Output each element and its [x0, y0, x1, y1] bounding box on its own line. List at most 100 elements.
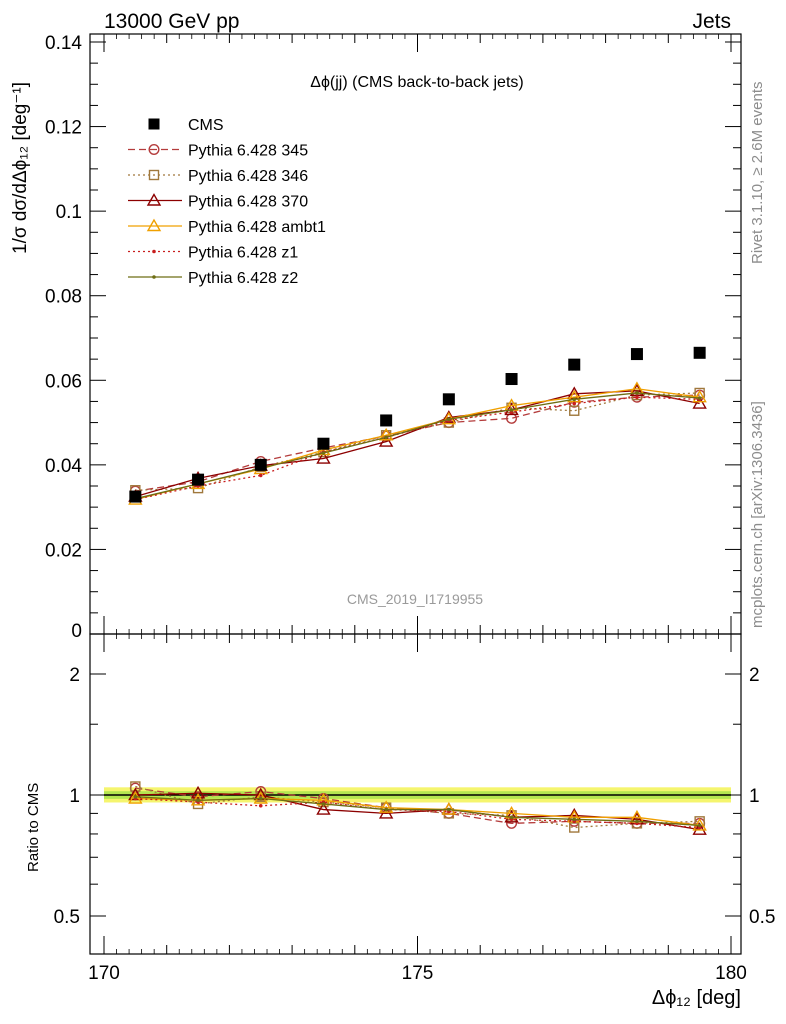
data-point	[129, 490, 142, 503]
data-point	[253, 791, 268, 804]
y-tick-label: 0.12	[45, 118, 82, 139]
ratio-frame	[89, 633, 742, 955]
data-point	[148, 169, 160, 181]
legend-entry: Pythia 6.428 z1	[128, 245, 298, 262]
data-point	[692, 822, 707, 835]
data-point	[692, 396, 707, 409]
ratio-line	[135, 797, 700, 829]
data-point	[196, 798, 200, 803]
y-axis-label: 1/σ dσ/dΔϕ₁₂ [deg⁻¹]	[10, 82, 31, 254]
data-point	[692, 389, 707, 403]
data-point	[378, 800, 394, 813]
x-tick-labels: 170 175 180	[88, 963, 747, 984]
data-point	[130, 781, 141, 792]
legend-label: Pythia 6.428 370	[188, 194, 308, 211]
legend-label: Pythia 6.428 z1	[188, 245, 298, 262]
data-point	[316, 802, 331, 815]
x-tick-label: 180	[715, 963, 747, 984]
data-point	[629, 383, 645, 397]
x-tick-label: 175	[402, 963, 434, 984]
x-axis-label: Δϕ₁₂ [deg]	[652, 987, 741, 1009]
ratio-panel: 0.5 0.5 1 1 2 2 Ratio to CMS	[25, 633, 775, 955]
legend-entry: Pythia 6.428 346	[128, 168, 308, 185]
legend-label: Pythia 6.428 346	[188, 168, 308, 185]
data-point	[572, 401, 577, 406]
legend-label: Pythia 6.428 z2	[188, 270, 298, 287]
data-point	[442, 393, 455, 406]
legend: CMS Pythia 6.428 345 Pythia 6.428 346 Pythi…	[128, 117, 326, 287]
data-point	[258, 796, 263, 801]
data-point	[572, 397, 577, 402]
data-point	[568, 358, 581, 371]
data-point	[152, 275, 156, 279]
data-point	[693, 346, 706, 359]
data-point	[133, 794, 138, 799]
legend-entry: Pythia 6.428 370	[128, 193, 308, 211]
data-point	[384, 807, 388, 812]
y-tick-label: 0	[71, 621, 82, 642]
ratio-y-tick-label-left: 2	[69, 665, 80, 686]
ratio-line	[135, 796, 700, 827]
chart-title: Δϕ(jj) (CMS back-to-back jets)	[310, 74, 523, 91]
ratio-y-tick-label-left: 0.5	[54, 907, 80, 928]
y-tick-label: 0.06	[45, 371, 82, 392]
legend-label: Pythia 6.428 345	[188, 143, 308, 160]
y-tick-label: 0.08	[45, 287, 82, 308]
data-point	[635, 395, 639, 400]
header-left: 13000 GeV pp	[104, 10, 239, 33]
series-cms	[129, 346, 706, 503]
data-point	[380, 414, 393, 427]
data-point	[384, 435, 388, 440]
data-point	[254, 458, 267, 471]
data-point	[255, 786, 267, 798]
data-point	[317, 437, 330, 450]
legend-entry: Pythia 6.428 345	[128, 143, 308, 160]
header-right: Jets	[692, 10, 731, 33]
data-point	[152, 249, 156, 254]
data-point	[569, 405, 580, 416]
data-point	[572, 817, 577, 822]
data-point	[635, 819, 639, 824]
data-point	[146, 193, 162, 206]
ratio-y-tick-label-right: 2	[749, 665, 760, 686]
legend-entry: CMS	[148, 117, 224, 134]
ratio-y-tick-label-right: 0.5	[749, 907, 775, 928]
data-point	[447, 417, 451, 421]
data-point	[321, 451, 326, 455]
ratio-y-tick-label-left: 1	[69, 786, 80, 807]
legend-entry: Pythia 6.428 z2	[128, 270, 298, 287]
data-point	[316, 451, 331, 464]
data-point	[148, 118, 160, 130]
data-point	[697, 823, 702, 828]
data-point	[635, 391, 639, 395]
ratio-line	[135, 785, 700, 829]
data-point	[258, 804, 263, 808]
rivet-label: Rivet 3.1.10, ≥ 2.6M events	[749, 82, 766, 265]
data-point	[258, 473, 263, 478]
mcplots-label: mcplots.cern.ch [arXiv:1306.3436]	[749, 401, 766, 628]
main-axis-ticks: 0 0.02 0.04 0.06 0.08 0.1 0.12 0.14	[45, 33, 741, 642]
series-line	[135, 396, 700, 501]
data-point	[190, 785, 206, 799]
data-point	[148, 143, 160, 155]
y-tick-label: 0.04	[45, 456, 82, 477]
analysis-watermark: CMS_2019_I1719955	[347, 591, 483, 607]
data-point	[128, 791, 143, 804]
ratio-y-axis-label: Ratio to CMS	[25, 783, 42, 872]
series-pythia-6-428-z2	[133, 391, 702, 501]
ratio-axis-ticks: 0.5 0.5 1 1 2 2	[54, 634, 775, 954]
ratio-series-pythia-6-428-z2	[133, 794, 702, 828]
data-point	[192, 473, 205, 486]
ratio-series-layer	[128, 781, 707, 835]
legend-entry: Pythia 6.428 ambt1	[128, 218, 326, 236]
data-point	[567, 389, 582, 403]
data-point	[630, 348, 643, 361]
data-point	[146, 218, 162, 232]
series-line	[135, 392, 700, 500]
data-point	[509, 815, 514, 820]
ratio-y-tick-label-right: 1	[749, 786, 760, 807]
main-series-layer	[128, 346, 707, 505]
y-tick-label: 0.02	[45, 540, 82, 561]
data-point	[321, 802, 326, 806]
data-point	[447, 807, 451, 812]
